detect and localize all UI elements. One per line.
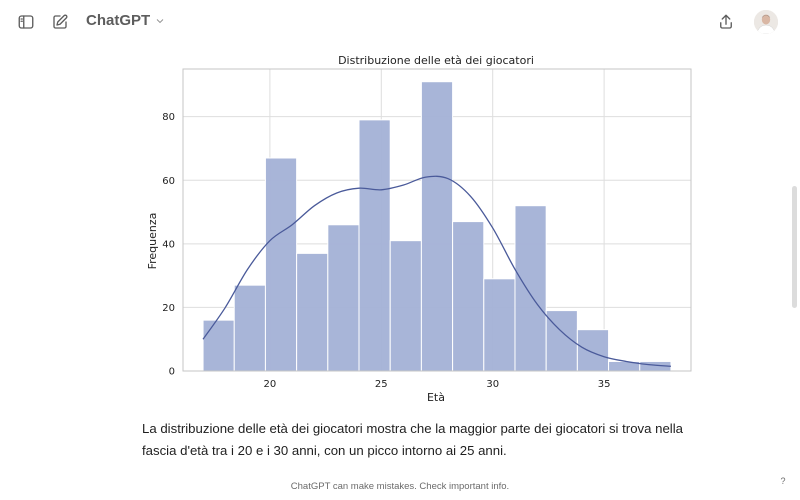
chevron-down-icon — [156, 18, 164, 23]
histogram-bar — [233, 284, 266, 372]
share-button[interactable] — [712, 8, 740, 36]
new-chat-button[interactable] — [46, 8, 74, 36]
sidebar-toggle-icon — [18, 15, 34, 29]
y-tick-label: 40 — [162, 239, 175, 250]
sidebar-toggle-button[interactable] — [12, 8, 40, 36]
kde-curve — [202, 175, 671, 367]
histogram-bar — [202, 319, 235, 372]
x-tick-label: 35 — [598, 379, 611, 390]
help-button[interactable]: ? — [780, 476, 786, 486]
histogram-bar — [576, 329, 610, 372]
share-icon — [720, 14, 732, 29]
avatar[interactable] — [754, 10, 778, 34]
y-tick-label: 60 — [162, 176, 175, 187]
model-selector[interactable]: ChatGPT — [86, 12, 166, 29]
y-axis-label: Frequenza — [146, 213, 159, 270]
edit-icon — [53, 14, 68, 29]
y-tick-label: 80 — [162, 112, 175, 123]
x-tick-label: 20 — [264, 379, 277, 390]
histogram-bar — [483, 278, 516, 372]
y-tick-label: 0 — [169, 367, 175, 378]
assistant-message: La distribuzione delle età dei giocatori… — [142, 421, 683, 458]
age-histogram-chart: Distribuzione delle età dei giocatori 20… — [138, 50, 698, 410]
axis-ticks: 20 25 30 35 0 20 40 60 80 — [162, 112, 610, 390]
histogram-bar — [420, 81, 454, 372]
y-tick-label: 20 — [162, 303, 175, 314]
histogram-bar — [514, 205, 547, 372]
x-tick-label: 30 — [486, 379, 499, 390]
chart-svg: Distribuzione delle età dei giocatori 20… — [146, 54, 692, 404]
histogram-bar — [358, 119, 391, 372]
top-bar: ChatGPT — [0, 0, 800, 44]
histogram-bar — [389, 240, 422, 372]
histogram-bar — [296, 252, 329, 372]
chart-bars — [202, 81, 672, 372]
histogram-bar — [264, 157, 298, 372]
x-axis-label: Età — [427, 391, 445, 404]
histogram-bar — [452, 221, 485, 372]
disclaimer-text: ChatGPT can make mistakes. Check importa… — [290, 481, 510, 492]
histogram-bar — [327, 224, 360, 372]
x-tick-label: 25 — [375, 379, 388, 390]
chart-title: Distribuzione delle età dei giocatori — [338, 54, 534, 67]
model-name: ChatGPT — [86, 12, 151, 29]
plot-frame — [182, 68, 692, 372]
scrollbar[interactable] — [792, 186, 797, 308]
user-avatar-icon — [754, 10, 778, 34]
